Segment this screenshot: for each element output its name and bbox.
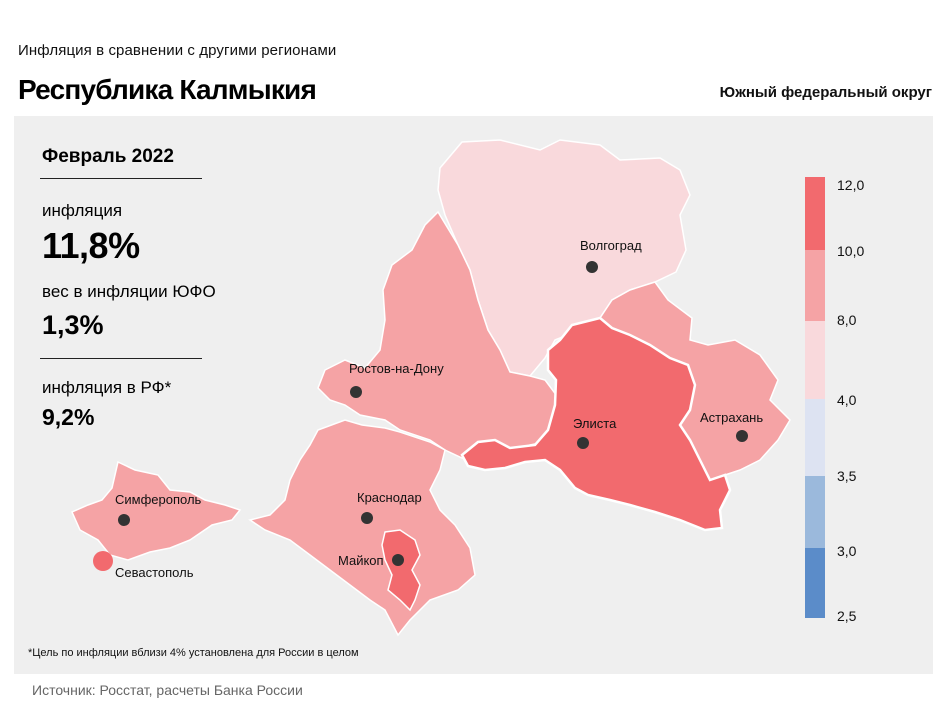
legend-band-2: [805, 250, 825, 321]
legend-band-5: [805, 476, 825, 548]
city-label-volgograd: Волгоград: [580, 238, 642, 253]
legend-tick-3-5: 3,5: [837, 468, 857, 484]
district-label: Южный федеральный округ: [719, 84, 932, 101]
legend-band-6: [805, 548, 825, 618]
info-rule: [40, 358, 202, 359]
city-marker-elista: [577, 437, 589, 449]
city-marker-astrakhan: [736, 430, 748, 442]
city-label-rostov: Ростов-на-Дону: [349, 361, 444, 376]
header-subtitle: Инфляция в сравнении с другими регионами: [18, 42, 337, 59]
legend-tick-8: 8,0: [837, 312, 857, 328]
city-marker-maykop: [392, 554, 404, 566]
city-marker-volgograd: [586, 261, 598, 273]
inflation-label: инфляция: [42, 201, 123, 220]
legend-tick-4: 4,0: [837, 392, 857, 408]
legend-band-4: [805, 399, 825, 476]
legend-tick-12: 12,0: [837, 177, 864, 193]
city-label-maykop: Майкоп: [338, 553, 384, 568]
source-note: Источник: Росстат, расчеты Банка России: [32, 682, 303, 698]
inflation-value: 11,8%: [42, 225, 140, 266]
rf-inflation-value: 9,2%: [42, 404, 95, 430]
city-marker-simferopol: [118, 514, 130, 526]
legend-band-3: [805, 321, 825, 399]
legend-tick-3: 3,0: [837, 543, 857, 559]
region-rostov: [317, 210, 566, 463]
period-label: Февраль 2022: [42, 146, 174, 167]
city-marker-krasnodar: [361, 512, 373, 524]
weight-value: 1,3%: [42, 310, 104, 340]
footnote: *Цель по инфляции вблизи 4% установлена …: [28, 647, 359, 659]
region-crimea: [71, 460, 242, 561]
region-kalmykia[interactable]: [460, 316, 732, 532]
city-marker-sevastopol: [93, 551, 113, 571]
city-label-sevastopol: Севастополь: [115, 565, 194, 580]
page-title: Республика Калмыкия: [18, 74, 317, 105]
period-rule: [40, 178, 202, 179]
weight-label: вес в инфляции ЮФО: [42, 282, 216, 301]
city-label-simferopol: Симферополь: [115, 492, 202, 507]
legend-tick-2-5: 2,5: [837, 608, 857, 624]
city-label-astrakhan: Астрахань: [700, 410, 763, 425]
region-krasnodar: [248, 419, 476, 637]
region-adygea: [381, 529, 421, 612]
city-label-krasnodar: Краснодар: [357, 490, 422, 505]
city-label-elista: Элиста: [573, 416, 617, 431]
city-marker-rostov: [350, 386, 362, 398]
legend-band-1: [805, 177, 825, 250]
rf-inflation-label: инфляция в РФ*: [42, 378, 172, 397]
legend-tick-10: 10,0: [837, 243, 864, 259]
